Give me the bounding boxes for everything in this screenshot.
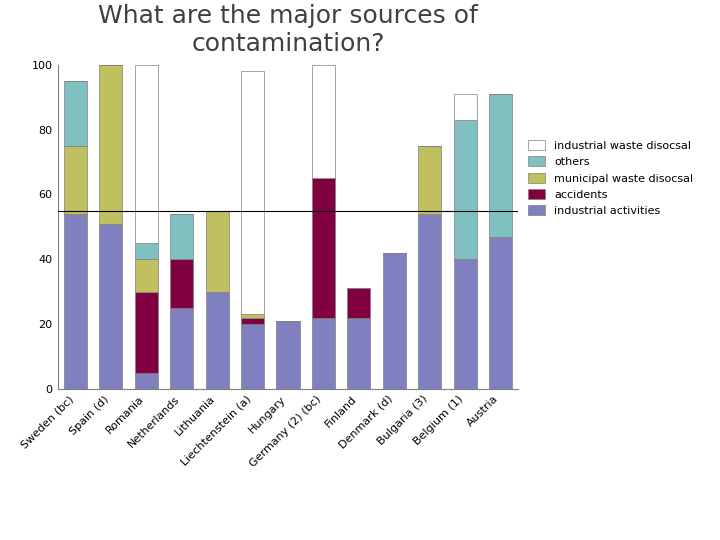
Bar bbox=[312, 65, 335, 178]
Bar bbox=[64, 214, 87, 389]
Title: What are the major sources of
contamination?: What are the major sources of contaminat… bbox=[98, 4, 478, 56]
Bar bbox=[454, 94, 477, 120]
Bar bbox=[170, 308, 193, 389]
Bar bbox=[383, 253, 406, 389]
Bar bbox=[454, 120, 477, 259]
Bar bbox=[206, 211, 229, 292]
Bar bbox=[418, 146, 441, 214]
Bar bbox=[135, 259, 158, 292]
Bar bbox=[489, 94, 512, 237]
Bar bbox=[241, 318, 264, 324]
Bar bbox=[347, 318, 370, 389]
Bar bbox=[418, 214, 441, 389]
Bar bbox=[241, 324, 264, 389]
Bar bbox=[170, 259, 193, 308]
Bar bbox=[347, 288, 370, 318]
Bar bbox=[454, 259, 477, 389]
Legend: industrial waste disocsal, others, municipal waste disocsal, accidents, industri: industrial waste disocsal, others, munic… bbox=[524, 136, 698, 221]
Bar bbox=[99, 224, 122, 389]
Bar bbox=[135, 292, 158, 373]
Bar bbox=[135, 243, 158, 259]
Bar bbox=[489, 237, 512, 389]
Bar bbox=[135, 65, 158, 243]
Bar bbox=[206, 292, 229, 389]
Bar bbox=[99, 65, 122, 224]
Bar bbox=[64, 146, 87, 214]
Bar bbox=[170, 214, 193, 259]
Bar bbox=[241, 71, 264, 314]
Bar bbox=[312, 318, 335, 389]
Bar bbox=[241, 314, 264, 318]
Bar bbox=[276, 321, 300, 389]
Bar bbox=[64, 81, 87, 146]
Bar bbox=[135, 373, 158, 389]
Bar bbox=[312, 178, 335, 318]
